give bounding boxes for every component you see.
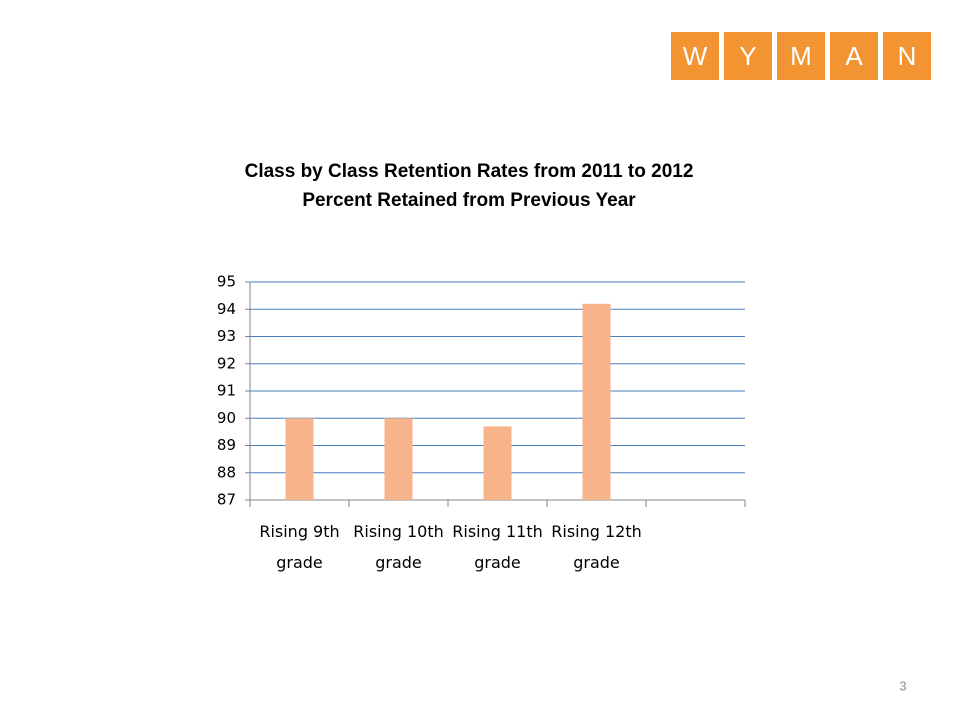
logo-letter: A — [845, 41, 863, 71]
logo-tile — [830, 32, 878, 80]
page-number: 3 — [899, 678, 906, 693]
chart-subtitle: Percent Retained from Previous Year — [302, 190, 636, 211]
bar — [285, 418, 314, 500]
logo-tile — [883, 32, 931, 80]
x-tick-label: Rising 9th grade — [259, 522, 340, 572]
bar — [384, 418, 413, 500]
y-tick-label: 93 — [217, 327, 236, 345]
logo-tile — [777, 32, 825, 80]
y-tick-label: 95 — [217, 273, 236, 291]
y-tick-label: 92 — [217, 354, 236, 372]
logo-letter: Y — [739, 41, 756, 71]
logo-letter: N — [898, 41, 917, 71]
y-tick-label: 94 — [217, 300, 236, 318]
logo-letter: W — [683, 41, 708, 71]
x-tick-label: Rising 10th grade — [353, 522, 444, 572]
y-tick-label: 87 — [217, 491, 236, 509]
bar — [582, 303, 611, 500]
logo-letter: M — [790, 41, 812, 71]
logo-tile — [724, 32, 772, 80]
x-tick-label: Rising 11th grade — [452, 522, 543, 572]
y-tick-label: 91 — [217, 382, 236, 400]
chart-title: Class by Class Retention Rates from 2011… — [245, 161, 694, 182]
y-tick-label: 89 — [217, 436, 236, 454]
y-tick-label: 88 — [217, 463, 236, 481]
logo-tile — [671, 32, 719, 80]
y-tick-label: 90 — [217, 409, 236, 427]
bar — [483, 426, 512, 500]
x-tick-label: Rising 12th grade — [551, 522, 642, 572]
